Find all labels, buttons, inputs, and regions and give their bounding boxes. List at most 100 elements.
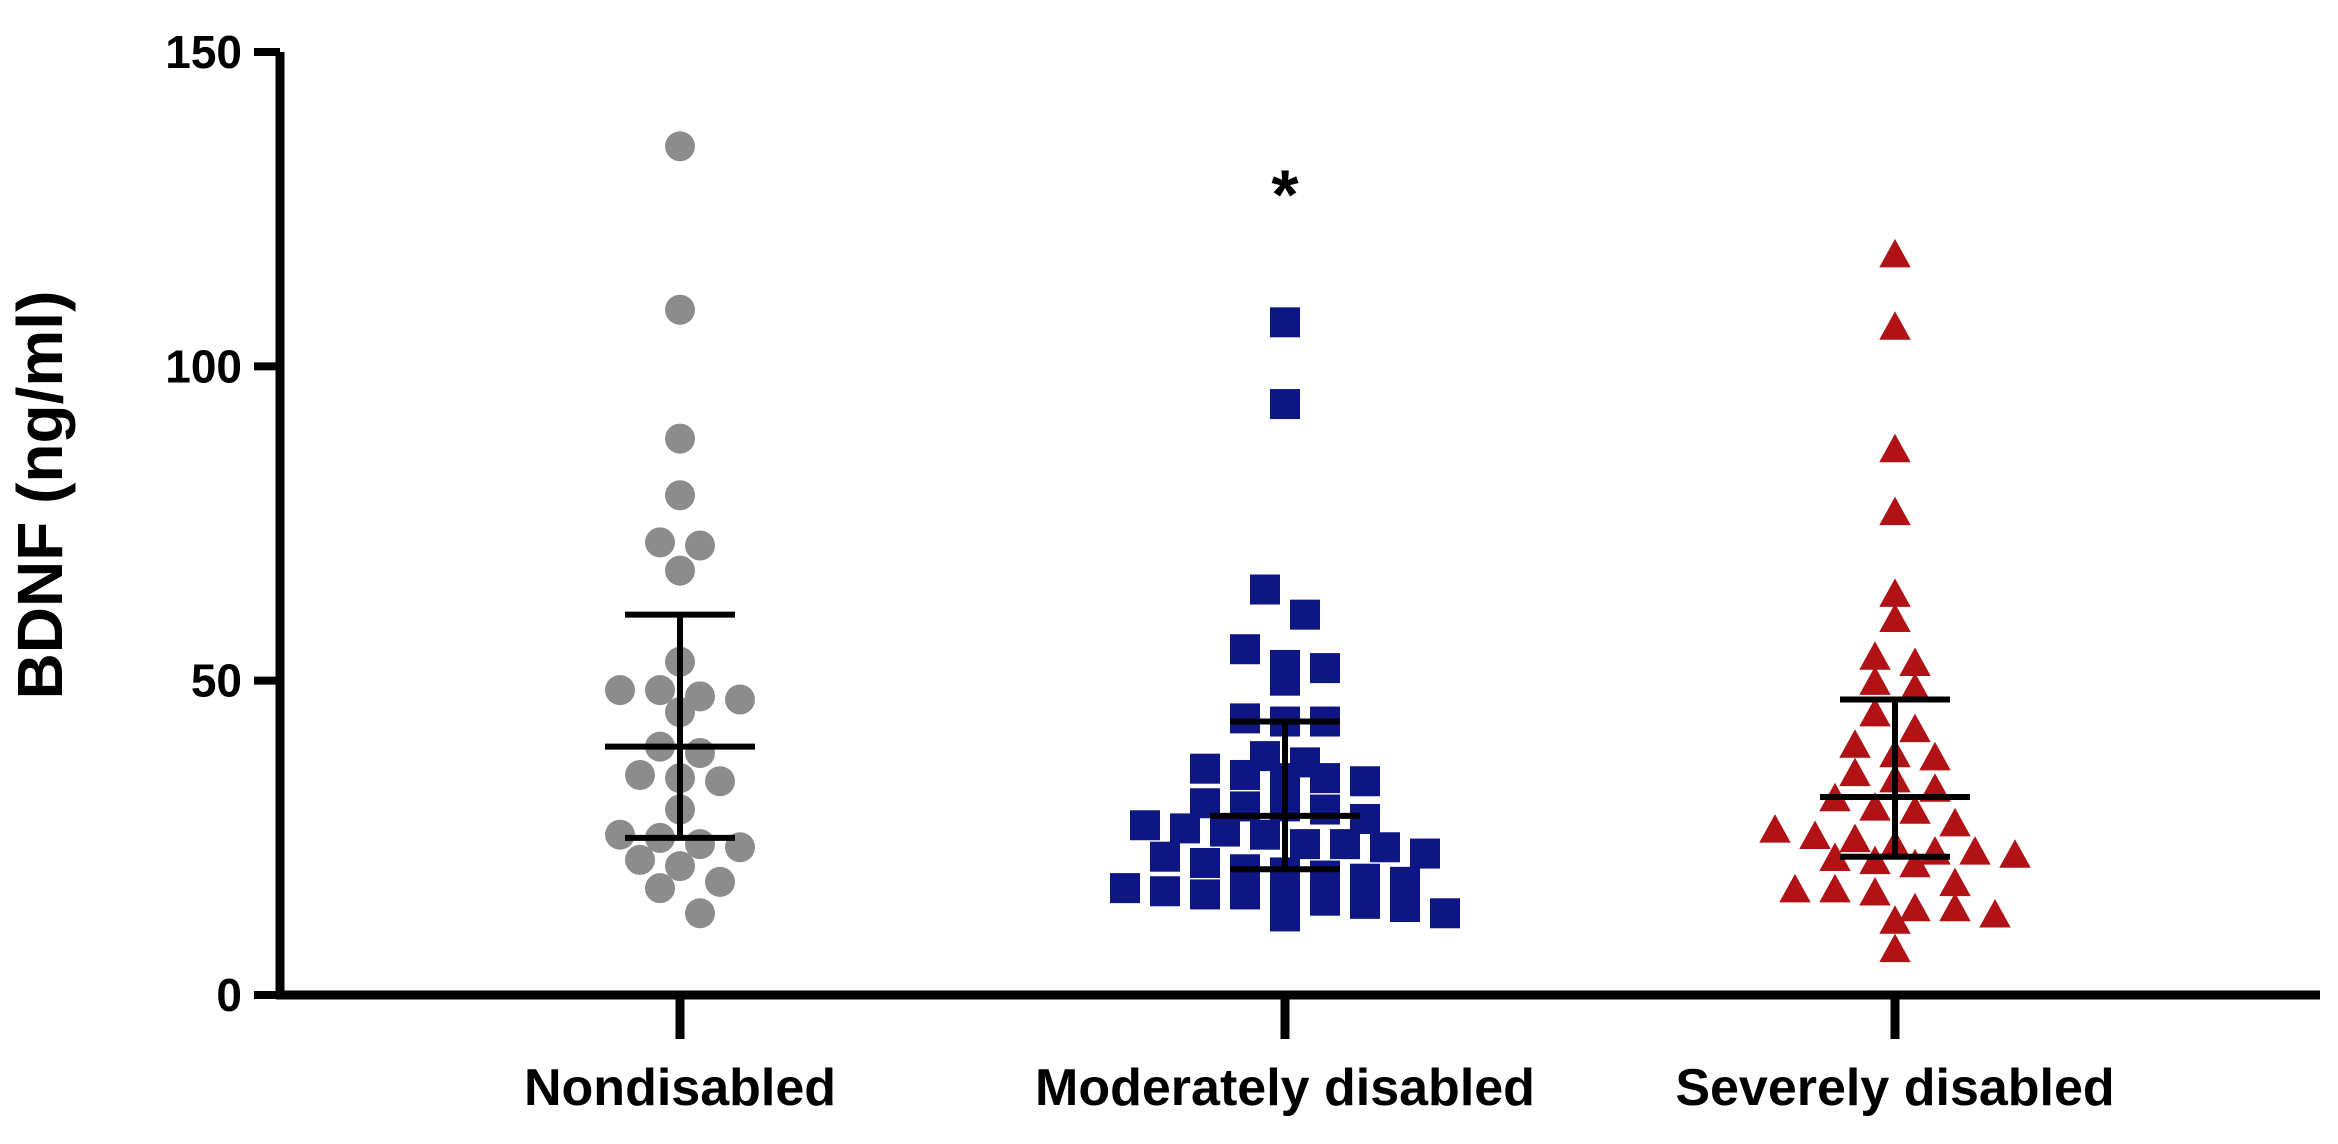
data-point	[1839, 729, 1871, 758]
data-point	[1310, 885, 1340, 916]
data-point	[605, 819, 635, 850]
data-point	[685, 530, 715, 561]
data-point	[1270, 389, 1300, 420]
category-label: Severely disabled	[1675, 1059, 2114, 1117]
y-axis-ticks: 0 50 100 150	[165, 26, 280, 1021]
data-point	[1839, 757, 1871, 787]
data-point	[1859, 792, 1891, 821]
data-point	[665, 851, 695, 882]
data-point	[1250, 819, 1280, 850]
data-point	[1879, 578, 1911, 607]
axes	[275, 52, 2320, 1000]
data-point	[1330, 829, 1360, 860]
data-point	[1919, 836, 1951, 865]
median-iqr-triangle	[1820, 696, 1970, 860]
data-point	[1939, 892, 1971, 922]
data-point	[1939, 867, 1971, 897]
median-iqr-circle	[605, 611, 755, 841]
data-point	[1879, 933, 1911, 963]
category-labels: Nondisabled Moderately disabled Severely d…	[524, 155, 2115, 1117]
data-point	[1859, 845, 1891, 875]
data-point	[1859, 641, 1891, 670]
data-point	[1879, 905, 1911, 934]
data-point	[1350, 863, 1380, 894]
data-point	[1150, 841, 1180, 872]
data-point	[1170, 813, 1200, 844]
data-point	[1899, 892, 1931, 922]
data-point	[685, 898, 715, 929]
data-point	[1210, 816, 1240, 847]
data-point	[1390, 866, 1420, 897]
data-point	[1190, 753, 1220, 784]
data-point	[1310, 794, 1340, 825]
data-point	[1310, 763, 1340, 794]
data-point	[1939, 807, 1971, 837]
data-point	[1270, 665, 1300, 696]
data-point	[625, 759, 655, 790]
y-tick-label: 0	[216, 969, 242, 1021]
data-point	[1759, 814, 1791, 843]
data-point	[1230, 759, 1260, 790]
data-point	[1979, 899, 2011, 928]
data-point	[1899, 795, 1931, 824]
series-layer	[605, 131, 2031, 963]
data-point	[665, 423, 695, 454]
y-tick-label: 100	[165, 340, 242, 392]
data-point	[1999, 839, 2031, 868]
data-point	[1879, 238, 1911, 268]
data-point	[1879, 433, 1911, 463]
category-label: Moderately disabled	[1035, 1059, 1535, 1117]
y-axis-title: BDNF (ng/ml)	[4, 291, 76, 700]
data-point	[665, 555, 695, 586]
error-bars	[605, 611, 1970, 873]
y-tick-label: 50	[191, 655, 242, 707]
data-point	[1959, 836, 1991, 865]
median-iqr-square	[1210, 718, 1360, 873]
data-point	[1899, 647, 1931, 677]
data-point	[1879, 603, 1911, 633]
data-point	[665, 294, 695, 325]
y-tick-label: 150	[165, 26, 242, 78]
data-point	[1899, 672, 1931, 702]
data-point	[1799, 820, 1831, 849]
data-point	[1190, 847, 1220, 878]
data-point	[1250, 574, 1280, 605]
data-point	[1819, 842, 1851, 871]
data-point	[1410, 838, 1440, 869]
data-point	[1230, 703, 1260, 734]
data-point	[1859, 666, 1891, 695]
data-point	[1899, 713, 1931, 743]
data-point	[725, 684, 755, 715]
significance-asterisk: *	[1271, 155, 1299, 233]
series-square	[1110, 307, 1460, 932]
data-point	[1859, 697, 1891, 727]
data-point	[1879, 311, 1911, 340]
data-point	[1350, 766, 1380, 797]
data-point	[1290, 599, 1320, 630]
data-point	[705, 766, 735, 797]
data-point	[1779, 873, 1811, 903]
data-point	[1819, 873, 1851, 903]
data-point	[665, 480, 695, 511]
data-point	[665, 131, 695, 162]
data-point	[645, 873, 675, 904]
data-point	[705, 866, 735, 897]
data-point	[1290, 829, 1320, 860]
data-point	[645, 675, 675, 706]
data-point	[1370, 832, 1400, 863]
data-point	[1879, 496, 1911, 526]
data-point	[1390, 891, 1420, 922]
series-circle	[605, 131, 755, 929]
data-point	[1859, 877, 1891, 906]
data-point	[605, 675, 635, 706]
data-point	[1270, 307, 1300, 338]
category-label: Nondisabled	[524, 1059, 836, 1117]
data-point	[1130, 810, 1160, 841]
data-point	[1270, 901, 1300, 932]
data-point	[1839, 823, 1871, 853]
data-point	[685, 737, 715, 768]
data-point	[1150, 876, 1180, 907]
data-point	[1230, 634, 1260, 665]
data-point	[1190, 879, 1220, 910]
